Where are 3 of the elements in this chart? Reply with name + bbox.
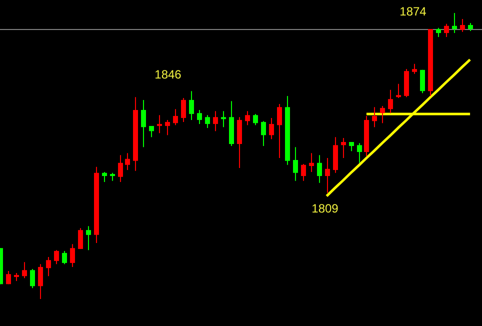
annotation: 1846 (154, 67, 182, 82)
annotation: 1809 (312, 201, 339, 216)
annotation: 1874 (400, 4, 427, 18)
